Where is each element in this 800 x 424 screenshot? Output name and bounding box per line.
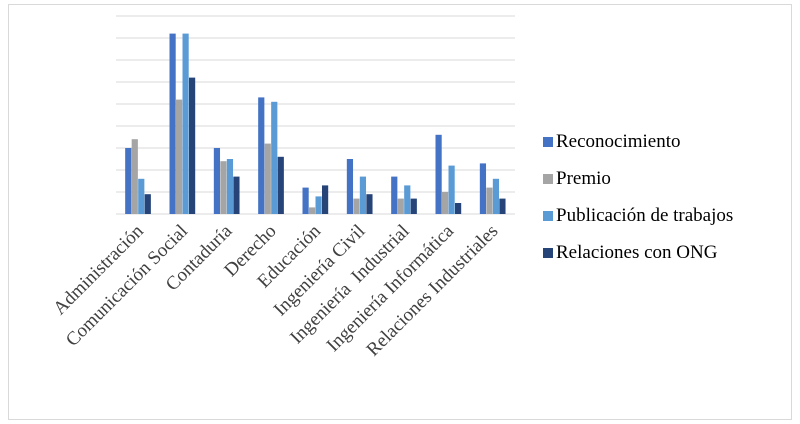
bar (131, 139, 138, 214)
bars (125, 33, 506, 214)
bar (189, 77, 196, 214)
bar (359, 176, 367, 214)
legend-label: Reconocimiento (556, 131, 681, 152)
bar (315, 196, 322, 214)
bar (144, 194, 151, 214)
bar (182, 33, 189, 214)
bar (442, 192, 449, 214)
bar (499, 198, 506, 214)
legend-swatch (543, 137, 553, 147)
bar (435, 134, 442, 214)
legend-item-reconocimiento: Reconocimiento (543, 131, 733, 152)
bar (479, 163, 487, 214)
bar (226, 159, 234, 214)
bar (397, 198, 404, 214)
bar (486, 187, 493, 214)
legend-swatch (543, 211, 553, 221)
bar (169, 33, 176, 214)
bar (220, 161, 227, 214)
bar (404, 185, 411, 214)
bar (366, 194, 373, 214)
bar (309, 207, 316, 214)
bar (264, 143, 271, 214)
bar (455, 203, 462, 214)
bar (271, 101, 278, 214)
bar (258, 97, 265, 214)
bar (277, 156, 284, 214)
bar (125, 148, 132, 214)
bar (346, 159, 354, 214)
bar (410, 198, 417, 214)
bar (391, 176, 398, 214)
legend-item-publicacion: Publicación de trabajos (543, 205, 734, 226)
legend-label: Relaciones con ONG (556, 242, 718, 263)
bar (353, 198, 360, 214)
legend-label: Publicación de trabajos (556, 205, 734, 226)
bar (233, 176, 240, 214)
legend-label: Premio (556, 168, 611, 189)
bar (302, 187, 309, 214)
legend-swatch (543, 174, 553, 184)
bar (138, 178, 145, 214)
legend-item-premio: Premio (543, 168, 733, 189)
bar (448, 165, 455, 214)
bar (492, 178, 500, 214)
bar (176, 99, 183, 214)
gridlines (116, 15, 515, 215)
legend: Reconocimiento Premio Publicación de tra… (543, 131, 734, 280)
legend-swatch (543, 248, 553, 258)
legend-item-ong: Relaciones con ONG (543, 242, 733, 263)
bar (213, 148, 221, 214)
bar (322, 185, 329, 214)
